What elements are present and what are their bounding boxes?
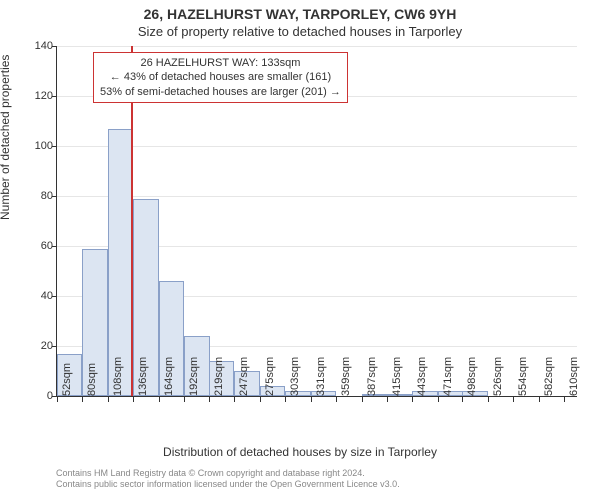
x-tick-label: 192sqm [188,357,200,396]
x-tickmark [133,396,134,402]
x-axis-label: Distribution of detached houses by size … [0,445,600,459]
x-tick-label: 443sqm [416,357,428,396]
x-tick-label: 219sqm [213,357,225,396]
y-axis-label: Number of detached properties [0,55,12,220]
annotation-line1: 26 HAZELHURST WAY: 133sqm [100,56,341,70]
gridline [57,196,577,197]
x-tickmark [412,396,413,402]
x-tick-label: 331sqm [315,357,327,396]
x-tick-label: 52sqm [61,363,73,396]
x-tickmark [57,396,58,402]
x-tick-label: 136sqm [137,357,149,396]
x-tick-label: 303sqm [289,357,301,396]
x-tick-label: 387sqm [366,357,378,396]
x-tickmark [108,396,109,402]
y-tick-label: 140 [21,40,53,52]
x-tickmark [539,396,540,402]
x-tickmark [209,396,210,402]
x-tickmark [260,396,261,402]
x-tickmark [159,396,160,402]
y-tick-label: 20 [21,340,53,352]
y-tick-label: 80 [21,190,53,202]
x-tickmark [513,396,514,402]
x-tickmark [564,396,565,402]
x-tickmark [184,396,185,402]
annotation-box: 26 HAZELHURST WAY: 133sqm← 43% of detach… [93,52,348,103]
y-tick-label: 120 [21,90,53,102]
x-tickmark [285,396,286,402]
x-tick-label: 610sqm [568,357,580,396]
plot-area: 02040608010012014052sqm80sqm108sqm136sqm… [56,46,577,397]
credits-line1: Contains HM Land Registry data © Crown c… [56,468,576,479]
y-tick-label: 60 [21,240,53,252]
annotation-line2: ← 43% of detached houses are smaller (16… [100,70,341,84]
y-tick-label: 40 [21,290,53,302]
x-tick-label: 275sqm [264,357,276,396]
y-tick-label: 100 [21,140,53,152]
x-tick-label: 526sqm [492,357,504,396]
x-tickmark [234,396,235,402]
gridline [57,146,577,147]
chart-subtitle: Size of property relative to detached ho… [0,24,600,39]
x-tick-label: 582sqm [543,357,555,396]
x-tick-label: 80sqm [86,363,98,396]
gridline [57,46,577,47]
x-tickmark [387,396,388,402]
y-tick-label: 0 [21,390,53,402]
x-tickmark [362,396,363,402]
x-tickmark [438,396,439,402]
x-tick-label: 471sqm [442,357,454,396]
x-tickmark [488,396,489,402]
credits: Contains HM Land Registry data © Crown c… [56,468,576,491]
x-tick-label: 554sqm [517,357,529,396]
x-tickmark [336,396,337,402]
x-tickmark [462,396,463,402]
x-tick-label: 108sqm [112,357,124,396]
x-tick-label: 415sqm [391,357,403,396]
chart-container: 26, HAZELHURST WAY, TARPORLEY, CW6 9YH S… [0,0,600,500]
x-tickmark [311,396,312,402]
x-tickmark [82,396,83,402]
x-tick-label: 247sqm [238,357,250,396]
chart-title: 26, HAZELHURST WAY, TARPORLEY, CW6 9YH [0,6,600,22]
x-tick-label: 164sqm [163,357,175,396]
x-tick-label: 498sqm [466,357,478,396]
x-tick-label: 359sqm [340,357,352,396]
credits-line2: Contains public sector information licen… [56,479,576,490]
annotation-line3: 53% of semi-detached houses are larger (… [100,85,341,99]
